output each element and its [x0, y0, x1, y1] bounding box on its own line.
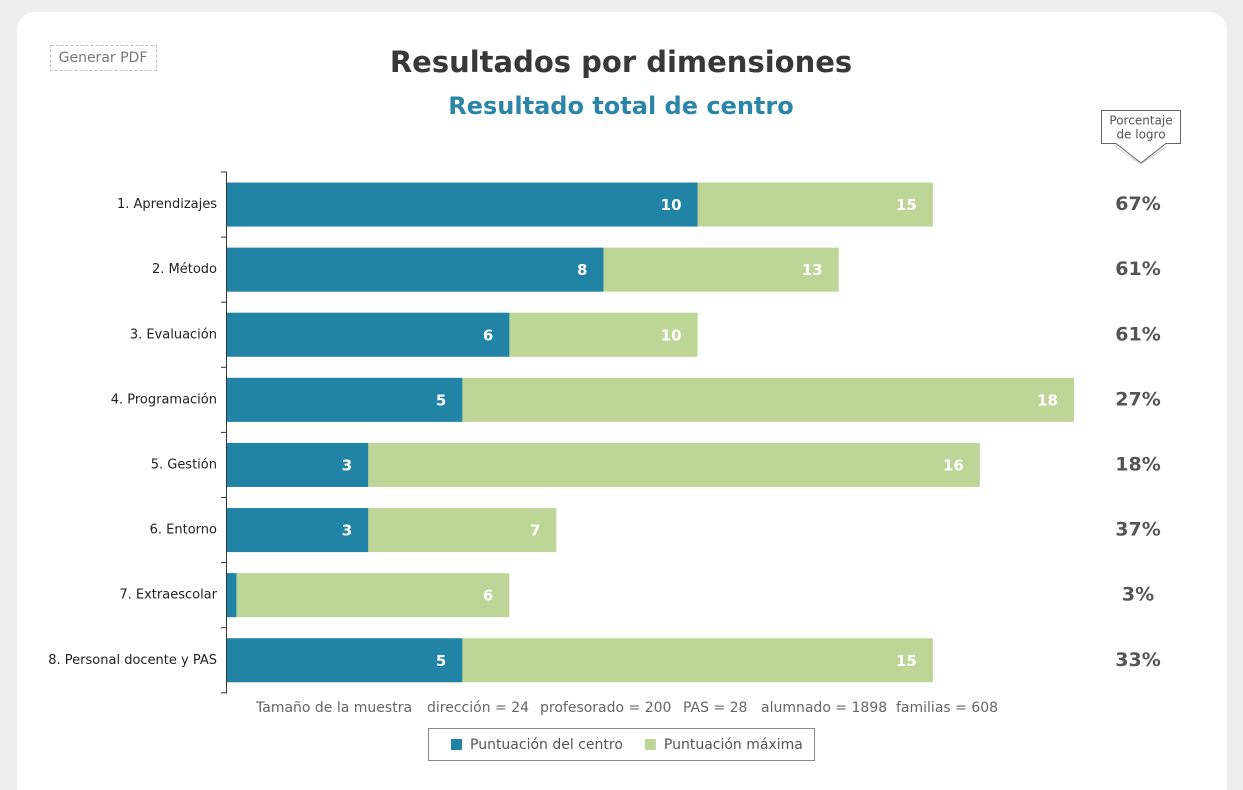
bar	[227, 573, 510, 618]
category-label: 6. Entorno	[150, 523, 217, 538]
value-label: 6	[483, 587, 493, 605]
value-label: 16	[943, 456, 964, 474]
percent-header: de logro	[1116, 128, 1165, 142]
value-label: 15	[896, 196, 917, 214]
percent-label: 61%	[1115, 258, 1160, 280]
percent-header-box	[1101, 110, 1181, 164]
category-label: 1. Aprendizajes	[117, 197, 217, 212]
percent-label: 67%	[1115, 193, 1160, 215]
bar	[227, 638, 463, 683]
percent-header-chevron	[1115, 146, 1167, 165]
legend-label: Puntuación máxima	[664, 737, 803, 753]
value-label: 5	[436, 391, 446, 409]
bar	[227, 312, 510, 357]
value-label: 6	[483, 326, 493, 344]
percent-label: 37%	[1115, 519, 1160, 541]
legend-label: Puntuación del centro	[470, 737, 623, 753]
legend-box	[428, 728, 815, 761]
percent-label: 18%	[1115, 453, 1160, 475]
category-label: 7. Extraescolar	[119, 588, 217, 603]
bar	[227, 573, 237, 618]
value-label: 7	[530, 522, 540, 540]
percent-label: 3%	[1122, 584, 1154, 606]
bar	[227, 442, 369, 487]
bar	[227, 182, 698, 227]
value-label: 8	[577, 261, 587, 279]
sample-item: PAS = 28	[683, 700, 747, 716]
legend-swatch	[644, 739, 656, 750]
value-label: 10	[661, 196, 682, 214]
category-label: 8. Personal docente y PAS	[48, 653, 217, 668]
sample-item: profesorado = 200	[540, 700, 671, 716]
pdf-button[interactable]	[50, 45, 157, 71]
value-label: 18	[1037, 391, 1058, 409]
category-label: 5. Gestión	[151, 457, 217, 472]
value-label: 3	[342, 522, 352, 540]
sample-item: alumnado = 1898	[761, 700, 887, 716]
bar	[227, 508, 369, 553]
percent-label: 27%	[1115, 388, 1160, 410]
category-label: 4. Programación	[111, 392, 217, 407]
bar	[227, 247, 604, 292]
pdf-button-label[interactable]: Generar PDF	[59, 50, 148, 66]
sample-item: familias = 608	[896, 700, 998, 716]
value-label: 13	[802, 261, 823, 279]
percent-label: 61%	[1115, 323, 1160, 345]
value-label: 3	[342, 456, 352, 474]
legend-swatch	[451, 739, 462, 750]
sample-item: dirección = 24	[427, 700, 529, 716]
percent-label: 33%	[1115, 649, 1160, 671]
sample-label: Tamaño de la muestra	[255, 700, 412, 716]
value-label: 5	[436, 652, 446, 670]
bar	[227, 377, 463, 422]
value-label: 15	[896, 652, 917, 670]
percent-header: Porcentaje	[1109, 114, 1172, 128]
value-label: 10	[661, 326, 682, 344]
chart-subtitle: Resultado total de centro	[448, 92, 793, 120]
category-label: 2. Método	[152, 262, 217, 277]
category-label: 3. Evaluación	[130, 327, 217, 342]
chart-title: Resultados por dimensiones	[390, 45, 852, 79]
